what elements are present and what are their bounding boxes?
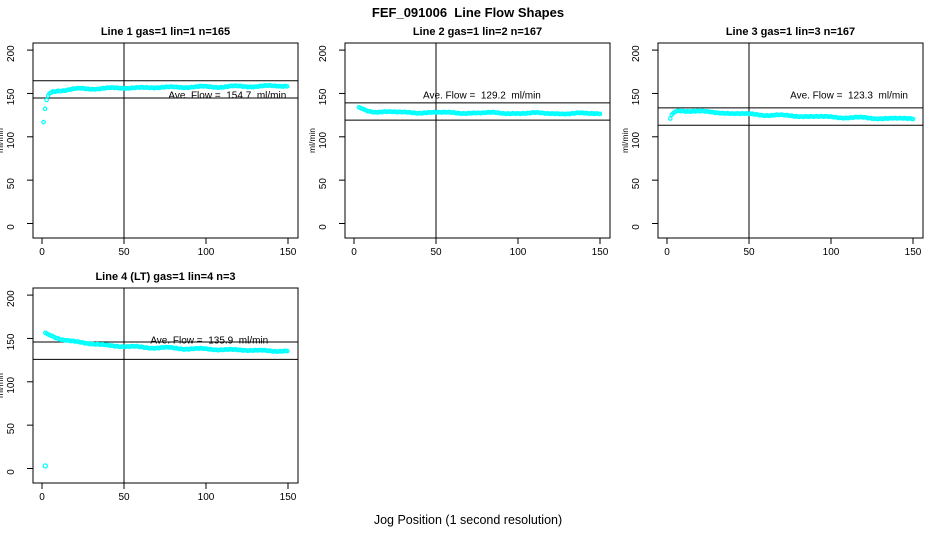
x-tick-label: 150 bbox=[280, 247, 297, 258]
panel-1: 0 50 100 150 200 ml/min 0 50 100 150 Line 1 gas=1 … bbox=[0, 26, 299, 258]
ave-flow-annotation: Ave. Flow = 123.3 ml/min bbox=[790, 91, 908, 102]
ave-flow-annotation: Ave. Flow = 135.9 ml/min bbox=[150, 336, 268, 347]
data-points bbox=[356, 105, 603, 117]
data-point bbox=[284, 348, 290, 354]
x-tick-label: 150 bbox=[280, 492, 297, 503]
plot-box bbox=[657, 42, 924, 239]
ave-flow-annotation: Ave. Flow = 129.2 ml/min bbox=[423, 91, 541, 102]
outlier-point bbox=[42, 463, 48, 469]
data-points bbox=[41, 83, 290, 125]
y-tick-label: 0 bbox=[6, 224, 17, 230]
panel-2: 0 50 100 150 200 ml/min 0 50 100 150 Line 2 gas=1 … bbox=[307, 26, 611, 258]
y-axis-label: ml/min bbox=[0, 128, 5, 153]
x-tick-label: 100 bbox=[198, 247, 215, 258]
y-tick-label: 50 bbox=[631, 178, 642, 190]
plot-box bbox=[344, 42, 611, 239]
ave-flow-annotation: Ave. Flow = 154.7 ml/min bbox=[168, 91, 286, 102]
y-tick-label: 0 bbox=[631, 224, 642, 230]
x-tick-label: 50 bbox=[743, 247, 755, 258]
data-point bbox=[41, 119, 46, 125]
y-tick-label: 200 bbox=[6, 45, 17, 62]
y-tick-label: 150 bbox=[6, 333, 17, 350]
x-tick-label: 100 bbox=[510, 247, 527, 258]
y-tick-label: 50 bbox=[6, 423, 17, 435]
data-points bbox=[42, 330, 290, 469]
panel-title: Line 3 gas=1 lin=3 n=167 bbox=[726, 26, 855, 38]
y-tick-label: 150 bbox=[631, 88, 642, 105]
y-tick-label: 0 bbox=[318, 224, 329, 230]
plot-box bbox=[32, 287, 299, 484]
y-tick-label: 100 bbox=[631, 132, 642, 149]
y-tick-label: 100 bbox=[6, 132, 17, 149]
x-tick-label: 150 bbox=[905, 247, 922, 258]
data-point bbox=[284, 84, 290, 89]
panel-title: Line 2 gas=1 lin=2 n=167 bbox=[413, 26, 542, 38]
data-point bbox=[910, 116, 916, 122]
y-tick-label: 150 bbox=[318, 88, 329, 105]
x-tick-label: 0 bbox=[351, 247, 357, 258]
y-tick-label: 100 bbox=[6, 377, 17, 394]
y-axis-label: ml/min bbox=[620, 128, 630, 153]
data-point bbox=[42, 106, 48, 112]
y-tick-label: 150 bbox=[6, 88, 17, 105]
data-point bbox=[597, 111, 603, 117]
y-tick-label: 50 bbox=[318, 178, 329, 190]
x-tick-label: 50 bbox=[118, 247, 130, 258]
y-tick-label: 200 bbox=[6, 290, 17, 307]
x-tick-label: 100 bbox=[198, 492, 215, 503]
y-tick-label: 0 bbox=[6, 469, 17, 475]
y-tick-label: 50 bbox=[6, 178, 17, 190]
panel-4: 0 50 100 150 200 ml/min 0 50 100 150 Line 4 (LT) g… bbox=[0, 271, 299, 503]
x-tick-label: 0 bbox=[39, 492, 45, 503]
plot-title: FEF_091006 Line Flow Shapes bbox=[371, 5, 565, 20]
panel-title: Line 1 gas=1 lin=1 n=165 bbox=[101, 26, 230, 38]
x-tick-label: 50 bbox=[430, 247, 442, 258]
y-tick-label: 100 bbox=[318, 132, 329, 149]
x-tick-label: 0 bbox=[664, 247, 670, 258]
x-tick-label: 150 bbox=[592, 247, 609, 258]
y-tick-label: 200 bbox=[631, 45, 642, 62]
data-point bbox=[667, 116, 673, 121]
panel-3: 0 50 100 150 200 ml/min 0 50 100 150 Line 3 gas=1 … bbox=[620, 26, 924, 258]
x-axis-label: Jog Position (1 second resolution) bbox=[373, 513, 563, 527]
plot-box bbox=[32, 42, 299, 239]
data-points bbox=[667, 108, 916, 122]
x-tick-label: 50 bbox=[118, 492, 130, 503]
y-axis-label: ml/min bbox=[0, 373, 5, 398]
data-point bbox=[44, 97, 49, 103]
x-tick-label: 100 bbox=[823, 247, 840, 258]
y-axis-label: ml/min bbox=[307, 128, 317, 153]
x-tick-label: 0 bbox=[39, 247, 45, 258]
panel-title: Line 4 (LT) gas=1 lin=4 n=3 bbox=[95, 271, 235, 283]
y-tick-label: 200 bbox=[318, 45, 329, 62]
